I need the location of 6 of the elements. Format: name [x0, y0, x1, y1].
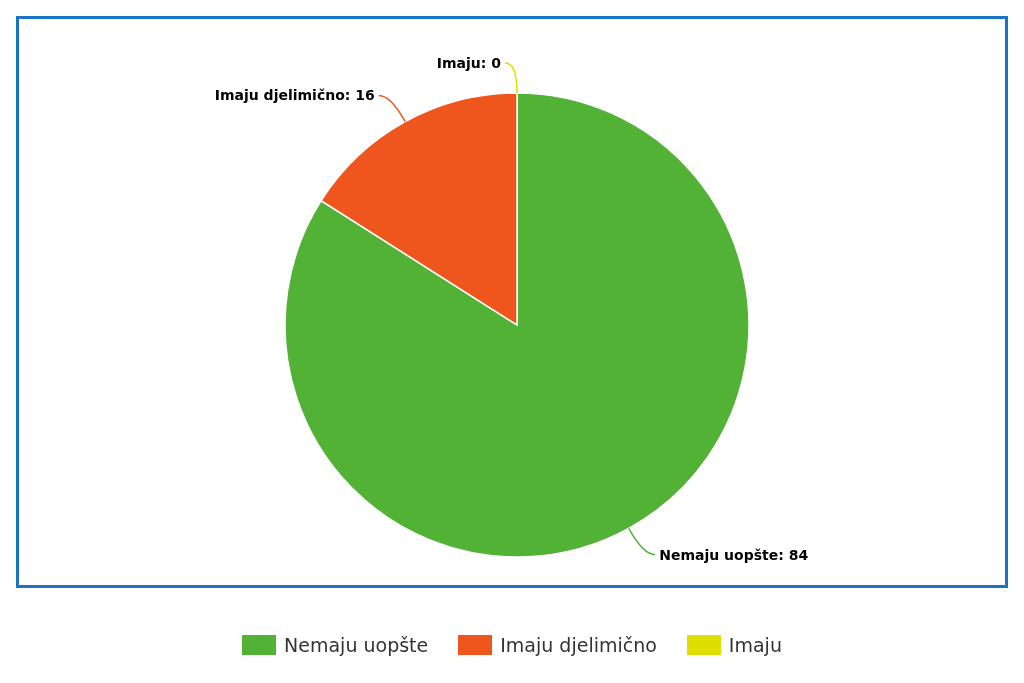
legend-label: Nemaju uopšte	[284, 634, 429, 656]
data-label: Nemaju uopšte: 84	[659, 546, 809, 563]
text: Imaju: 0	[436, 55, 501, 71]
legend-label: Imaju	[728, 634, 782, 656]
data-label: Imaju djelimično: 16	[214, 87, 375, 104]
legend-label: Imaju djelimično	[500, 634, 657, 656]
